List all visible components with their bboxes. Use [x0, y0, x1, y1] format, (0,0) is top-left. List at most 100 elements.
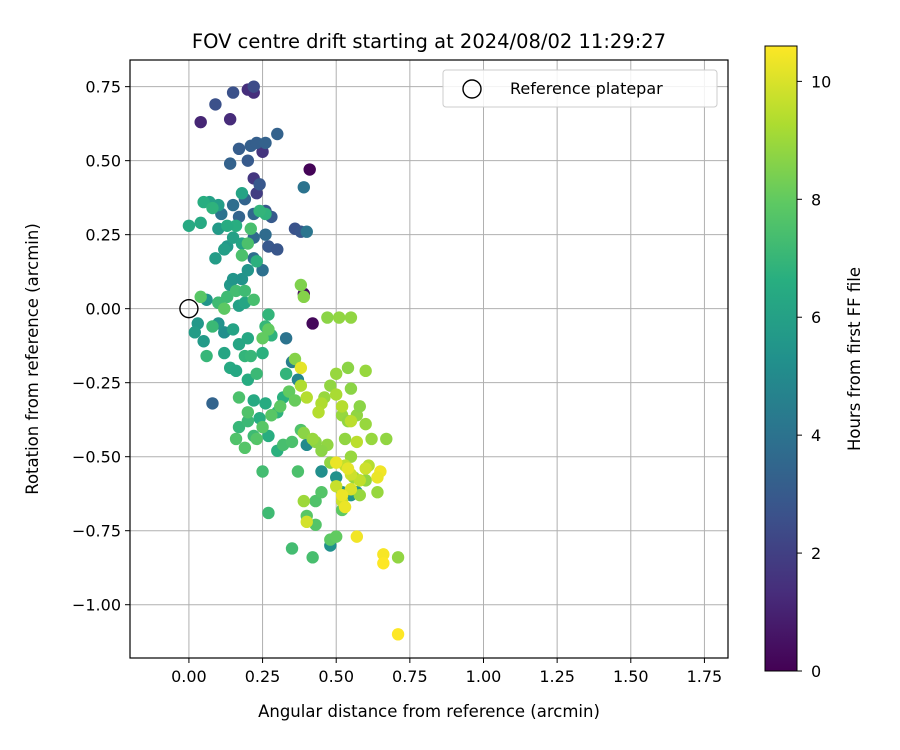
data-point [297, 426, 311, 440]
data-point [353, 400, 366, 413]
data-point [306, 432, 319, 446]
y-tick-label: 0.75 [85, 78, 121, 97]
data-point [359, 462, 372, 475]
colorbar-tick-label: 8 [811, 190, 821, 209]
data-point [350, 435, 364, 449]
plot-frame [129, 59, 729, 659]
data-point [300, 225, 313, 238]
data-point [324, 379, 337, 392]
data-point [300, 391, 313, 404]
data-point [391, 628, 405, 641]
data-point [338, 500, 352, 514]
data-point [241, 406, 255, 419]
data-point [226, 231, 240, 244]
data-point [359, 417, 372, 431]
y-tick-label: 0.25 [85, 226, 121, 245]
data-point [229, 219, 243, 232]
data-point [288, 352, 302, 366]
data-point [241, 373, 255, 386]
data-point [279, 367, 293, 381]
data-point [229, 364, 243, 378]
data-point [279, 332, 293, 345]
data-point [359, 364, 372, 378]
y-axis: 0.75 0.50 0.25 0.00 −0.25 −0.50 −0.75 −1.00 [72, 78, 130, 615]
y-tick-label: −1.00 [72, 596, 121, 615]
data-point [229, 432, 243, 446]
data-point [223, 113, 237, 126]
data-point [353, 474, 366, 487]
data-point [377, 557, 390, 570]
data-point [330, 480, 343, 493]
data-point [294, 361, 308, 375]
x-tick-label: 0.00 [171, 667, 207, 686]
data-point [235, 272, 249, 286]
data-point [341, 462, 355, 475]
x-tick-label: 0.50 [318, 667, 354, 686]
data-point [282, 385, 296, 398]
data-point [274, 400, 287, 413]
chart-title: FOV centre drift starting at 2024/08/02 … [192, 30, 666, 53]
data-point [294, 379, 308, 392]
data-point [256, 332, 269, 345]
data-point [338, 432, 352, 446]
data-point [259, 136, 272, 150]
data-point [259, 228, 272, 241]
data-point [223, 157, 237, 170]
data-point [297, 290, 311, 304]
data-point [262, 323, 275, 336]
colorbar-tick-label: 4 [811, 426, 821, 445]
data-point [297, 494, 311, 508]
colorbar-tick-label: 6 [811, 308, 821, 327]
data-point [221, 290, 234, 304]
data-point [321, 311, 334, 324]
colorbar-gradient [764, 45, 798, 672]
x-tick-label: 0.75 [392, 667, 428, 686]
data-point [377, 548, 390, 561]
data-point [247, 293, 260, 306]
data-point [197, 195, 210, 209]
x-axis-label: Angular distance from reference (arcmin) [258, 702, 600, 721]
data-point [312, 406, 325, 419]
colorbar-tick-label: 10 [811, 72, 831, 91]
data-point [315, 465, 328, 478]
data-point [309, 494, 322, 508]
data-point [221, 219, 234, 232]
data-point [262, 308, 275, 321]
y-tick-label: 0.00 [85, 300, 121, 319]
data-point [303, 163, 316, 176]
data-point [244, 222, 257, 235]
data-point [200, 349, 213, 363]
data-point [330, 530, 343, 543]
data-point [229, 284, 243, 298]
colorbar-tick-label: 0 [811, 662, 821, 681]
data-point [250, 255, 263, 268]
data-point [391, 551, 405, 564]
data-point [206, 397, 219, 410]
y-tick-label: −0.25 [72, 374, 121, 393]
data-point [238, 284, 252, 298]
reference-marker [179, 298, 199, 319]
data-point [226, 198, 240, 212]
colorbar-label: Hours from first FF file [845, 267, 864, 451]
data-point [294, 278, 308, 292]
data-point [332, 311, 346, 324]
data-point [241, 414, 255, 428]
data-point [306, 551, 319, 564]
data-point [241, 237, 255, 250]
data-point [262, 506, 275, 520]
data-point [250, 367, 263, 381]
data-point [330, 456, 343, 469]
data-point [330, 471, 343, 484]
data-point [297, 181, 311, 194]
data-point [300, 515, 313, 529]
data-point [188, 326, 202, 339]
data-point [238, 441, 252, 455]
data-point [344, 311, 358, 324]
data-point [335, 488, 349, 502]
data-point [218, 302, 231, 315]
data-point [194, 115, 207, 129]
colorbar: 0 2 4 6 8 10 Hours from first FF file [764, 45, 864, 681]
data-point [232, 391, 246, 404]
x-axis: 0.00 0.25 0.50 0.75 1.00 1.25 1.50 1.75 [171, 658, 722, 686]
data-point [350, 530, 364, 543]
